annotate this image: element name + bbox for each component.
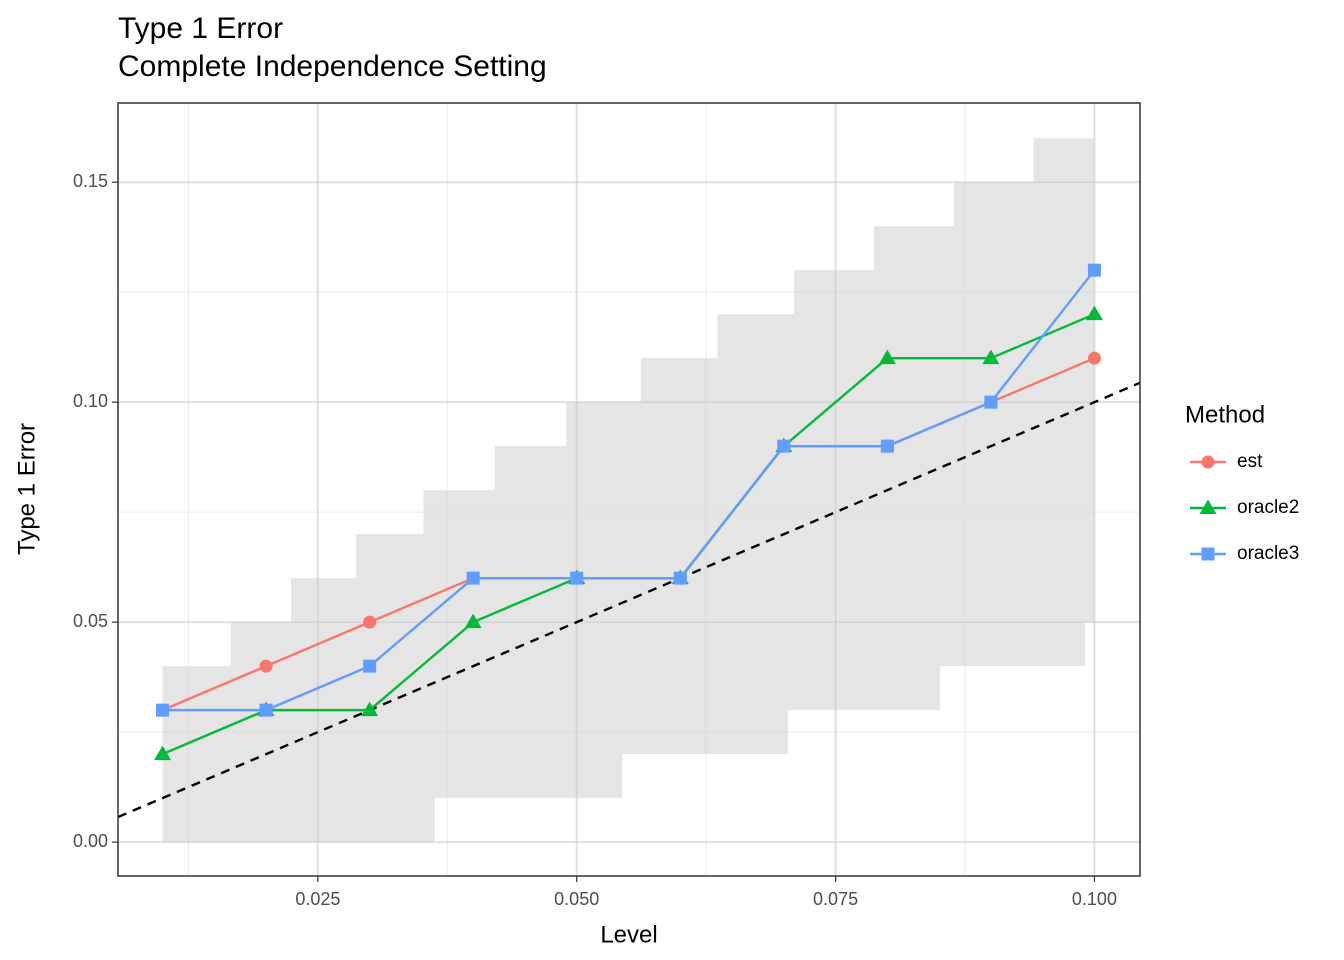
y-tick-label: 0.15 — [73, 171, 108, 191]
point — [984, 395, 998, 409]
point — [259, 703, 273, 717]
point — [464, 613, 482, 629]
y-tick-label: 0.00 — [73, 831, 108, 851]
x-tick-label: 0.025 — [295, 889, 340, 909]
point — [156, 703, 170, 717]
panel-border — [117, 102, 1141, 877]
point — [466, 571, 480, 585]
x-axis-title: Level — [600, 921, 657, 948]
legend-marker — [1199, 499, 1217, 514]
point — [1087, 263, 1101, 277]
point — [880, 439, 894, 453]
x-tick-label: 0.075 — [813, 889, 858, 909]
point — [673, 571, 687, 585]
point — [878, 349, 896, 365]
chart-title: Type 1 Error — [118, 12, 283, 45]
point — [363, 615, 377, 629]
point — [363, 659, 377, 673]
point — [154, 745, 172, 761]
x-tick-label: 0.050 — [554, 889, 599, 909]
y-tick-label: 0.05 — [73, 611, 108, 631]
point — [361, 701, 379, 717]
y-axis-title: Type 1 Error — [13, 423, 40, 555]
series-line — [162, 269, 1096, 712]
legend-label: oracle2 — [1237, 497, 1299, 518]
y-tick-label: 0.10 — [73, 391, 108, 411]
point — [1087, 351, 1101, 365]
point — [570, 571, 584, 585]
legend-label: est — [1237, 451, 1263, 472]
legend-label: oracle3 — [1237, 543, 1299, 564]
point — [982, 349, 1000, 365]
point — [1085, 305, 1103, 321]
legend-marker — [1201, 547, 1215, 561]
point — [259, 659, 273, 673]
legend-title: Method — [1185, 401, 1265, 428]
chart-subtitle: Complete Independence Setting — [118, 50, 547, 83]
point — [777, 439, 791, 453]
x-tick-label: 0.100 — [1072, 889, 1117, 909]
legend-marker — [1201, 455, 1215, 469]
confidence-band — [162, 138, 1095, 843]
